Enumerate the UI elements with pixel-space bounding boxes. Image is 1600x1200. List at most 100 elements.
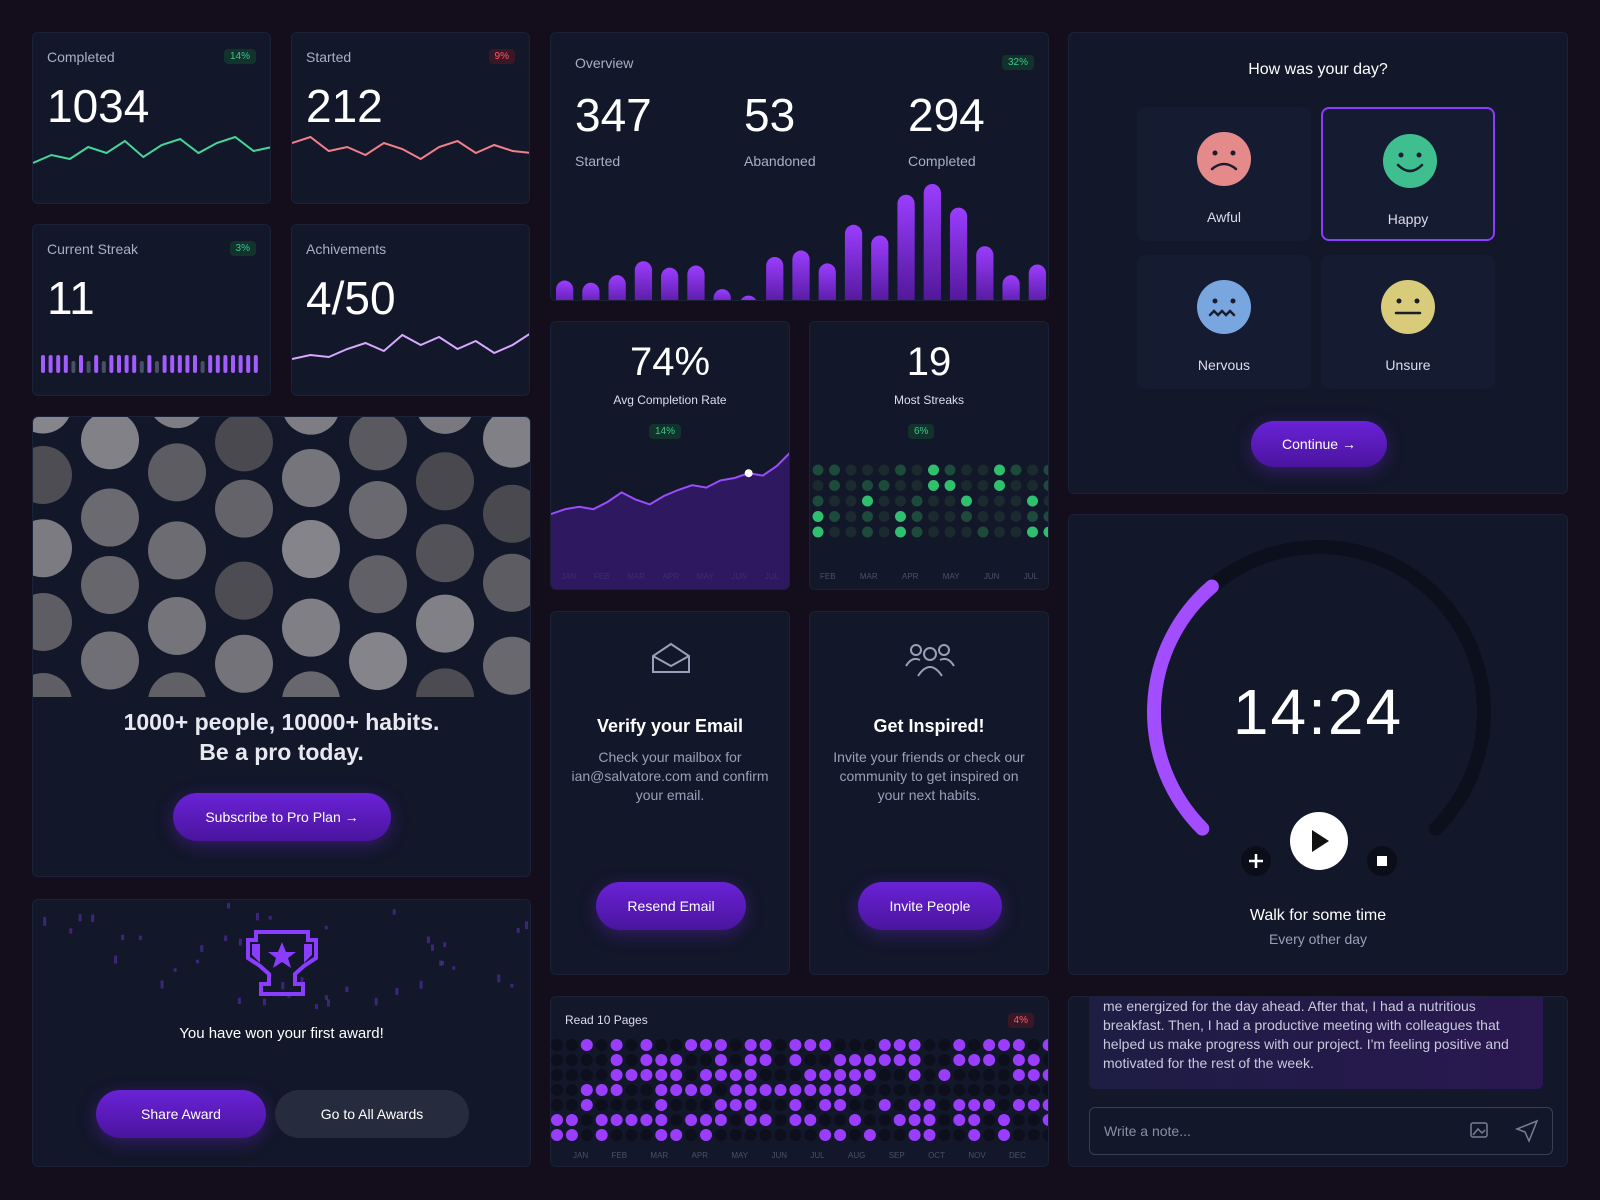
streak-dot: [845, 511, 857, 522]
note-input[interactable]: Write a note...: [1089, 1107, 1553, 1155]
reading-dot: [595, 1129, 608, 1141]
bar: [844, 224, 863, 300]
area: [551, 453, 789, 589]
journal-card: me energized for the day ahead. After th…: [1068, 996, 1568, 1167]
bar: [792, 250, 810, 300]
continue-button[interactable]: Continue →: [1251, 421, 1387, 467]
streak-dot: [895, 464, 906, 476]
reading-dot: [834, 1054, 847, 1066]
confetti: [300, 977, 304, 983]
bar: [687, 265, 705, 300]
confetti: [510, 983, 514, 988]
invite-button[interactable]: Invite People: [858, 882, 1002, 930]
reading-dot: [983, 1114, 996, 1126]
stat-label: Completed: [47, 49, 115, 65]
avatar: [215, 417, 273, 472]
confetti: [238, 938, 242, 946]
stat-card: Achivements 4/50: [291, 224, 530, 396]
stat-change: 3%: [229, 241, 256, 256]
reading-dot: [640, 1054, 653, 1066]
reading-dot: [863, 1084, 876, 1096]
metric-label: Completed: [908, 153, 976, 169]
share-award-button[interactable]: Share Award: [96, 1090, 266, 1138]
mood-option[interactable]: Awful: [1137, 107, 1311, 241]
streaks-change: 6%: [908, 424, 935, 439]
reading-dot: [1027, 1084, 1040, 1096]
streak-dot: [977, 464, 989, 476]
reading-dot: [655, 1084, 668, 1096]
reading-dot: [610, 1084, 623, 1096]
people-icon: [905, 644, 955, 677]
reading-dot: [640, 1039, 653, 1051]
reading-dot: [714, 1084, 727, 1096]
month-label: DEC: [1009, 1151, 1026, 1160]
streak-day: [41, 355, 45, 373]
reading-dot: [998, 1069, 1010, 1081]
confetti: [121, 934, 125, 941]
reading-dot: [595, 1084, 608, 1096]
reading-dot: [714, 1099, 727, 1111]
confetti: [426, 936, 430, 944]
reading-dot: [774, 1039, 787, 1051]
mood-option[interactable]: Unsure: [1321, 255, 1495, 389]
stop-icon: [1377, 856, 1387, 866]
confetti: [237, 997, 241, 1004]
mood-face: [1381, 280, 1435, 334]
streak-dot: [994, 495, 1005, 507]
bar: [1002, 275, 1020, 300]
eye: [1396, 298, 1402, 304]
journal-entry: me energized for the day ahead. After th…: [1089, 997, 1543, 1089]
add-button[interactable]: [1241, 846, 1271, 876]
mouth: [1396, 163, 1424, 173]
reading-dot: [789, 1129, 802, 1141]
face: [1381, 280, 1435, 334]
reading-dot: [551, 1084, 563, 1096]
reading-dot: [893, 1054, 906, 1066]
mood-option[interactable]: Nervous: [1137, 255, 1311, 389]
streak-day: [223, 355, 228, 373]
reading-dot: [595, 1099, 608, 1111]
reading-dot: [968, 1084, 981, 1096]
avatar: [483, 484, 530, 543]
month-axis: JAN FEB MAR APR MAY JUN JUL AUG SEP OCT NOV DEC: [573, 1151, 1026, 1160]
reading-dot: [655, 1039, 668, 1051]
all-awards-button[interactable]: Go to All Awards: [275, 1090, 469, 1138]
inspire-card: Get Inspired! Invite your friends or che…: [809, 611, 1049, 975]
mood-option[interactable]: Happy: [1321, 107, 1495, 241]
reading-dot: [908, 1084, 921, 1096]
add-icon: [1249, 854, 1263, 868]
reading-dot: [834, 1114, 847, 1126]
reading-dot: [625, 1129, 638, 1141]
streak-day: [139, 361, 144, 373]
reading-dot: [819, 1039, 832, 1051]
streak-dot: [878, 526, 890, 538]
reading-dot: [625, 1099, 638, 1111]
reading-dot: [729, 1129, 742, 1141]
reading-dot: [834, 1099, 847, 1111]
bar: [556, 280, 574, 300]
face-circle: [1197, 132, 1251, 186]
reading-dot: [685, 1084, 698, 1096]
subscribe-button[interactable]: Subscribe to Pro Plan →: [173, 793, 391, 841]
streak-dot: [829, 464, 840, 476]
play-button[interactable]: [1290, 812, 1348, 870]
streak-dot: [961, 526, 972, 538]
reading-dot: [625, 1084, 638, 1096]
month-label: FEB: [820, 572, 836, 581]
streak-dot: [994, 511, 1005, 522]
stop-button[interactable]: [1367, 846, 1397, 876]
chart: [1147, 540, 1491, 876]
award-card: You have won your first award! Share Awa…: [32, 899, 531, 1167]
reading-dot: [998, 1039, 1010, 1051]
resend-button[interactable]: Resend Email: [596, 882, 746, 930]
reading-dot: [595, 1114, 608, 1126]
reading-dot: [893, 1099, 906, 1111]
streak-dot: [878, 511, 890, 522]
reading-dot: [700, 1129, 712, 1141]
month-label: APR: [902, 572, 919, 581]
reading-dot: [789, 1099, 802, 1111]
streaks-card: 19 Most Streaks 6% FEB MAR APR MAY JUN JUL: [809, 321, 1049, 590]
reading-dot: [759, 1099, 772, 1111]
month-label: JUN: [771, 1151, 788, 1160]
